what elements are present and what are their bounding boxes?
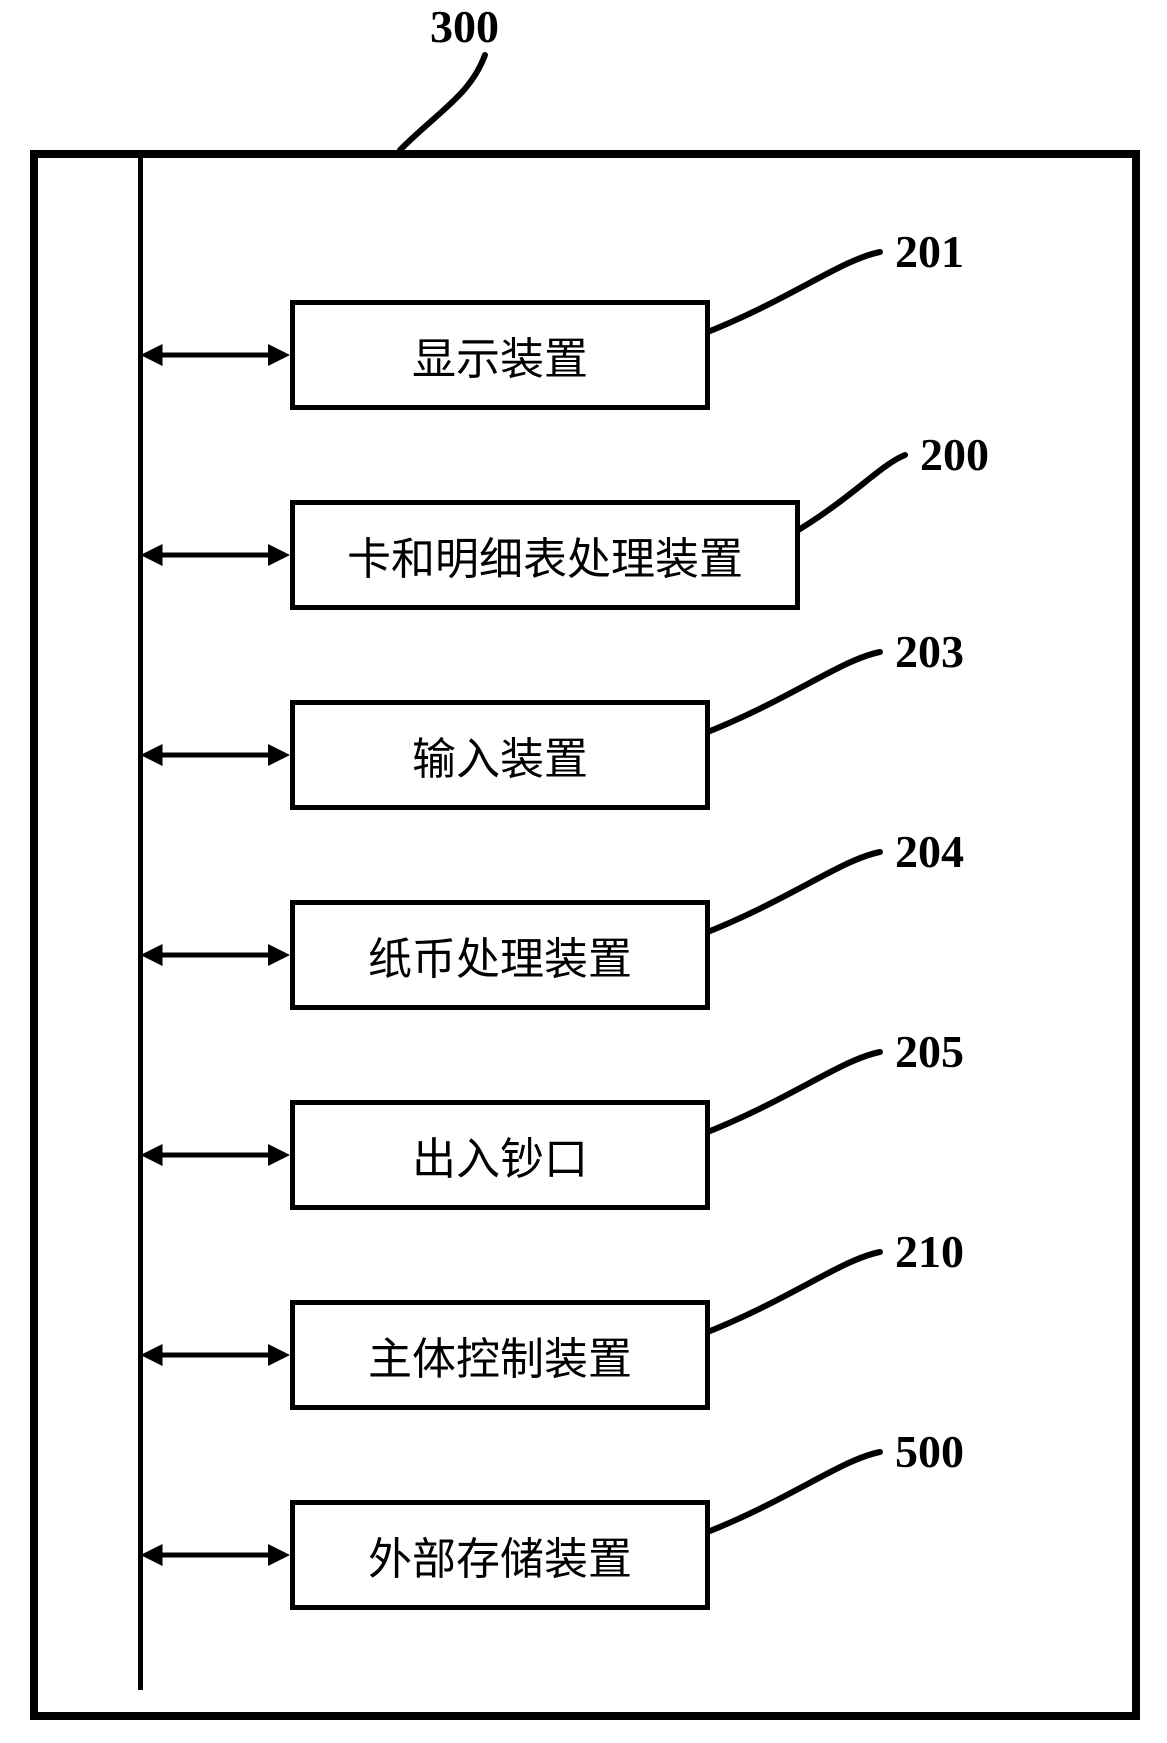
banknote-device: 纸币处理装置 — [290, 900, 710, 1010]
cash-slot-callout-number: 205 — [895, 1025, 964, 1078]
card-statement-device: 卡和明细表处理装置 — [290, 500, 800, 610]
input-device-callout-number: 203 — [895, 625, 964, 678]
cash-slot: 出入钞口 — [290, 1100, 710, 1210]
banknote-device-callout-number: 204 — [895, 825, 964, 878]
overlay-svg — [0, 0, 1167, 1743]
display-device-callout-number: 201 — [895, 225, 964, 278]
diagram-canvas: 300 显示装置 201 卡和明细表处理装置 200 输入装置 203 纸币处理装置 204 出… — [0, 0, 1167, 1743]
main-control-device-callout-number: 210 — [895, 1225, 964, 1278]
top-callout-label: 300 — [430, 0, 499, 53]
display-device: 显示装置 — [290, 300, 710, 410]
card-statement-device-callout-number: 200 — [920, 428, 989, 481]
main-control-device: 主体控制装置 — [290, 1300, 710, 1410]
external-storage: 外部存储装置 — [290, 1500, 710, 1610]
external-storage-callout-number: 500 — [895, 1425, 964, 1478]
input-device: 输入装置 — [290, 700, 710, 810]
